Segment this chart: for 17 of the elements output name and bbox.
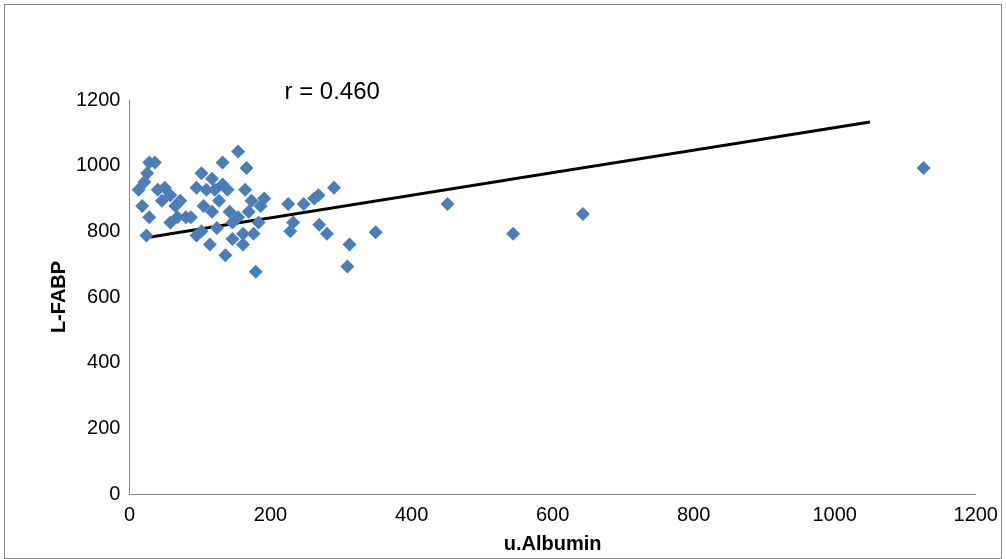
y-tick-label: 800 — [87, 218, 121, 241]
y-tick-label: 600 — [87, 284, 121, 307]
x-tick-label: 200 — [253, 502, 288, 525]
x-tick-label: 600 — [535, 502, 570, 525]
y-tick-label: 1200 — [75, 87, 121, 110]
x-tick-label: 1200 — [953, 502, 998, 525]
y-tick-label: 0 — [109, 481, 121, 504]
x-axis-title: u.Albumin — [503, 531, 602, 554]
y-tick-label: 400 — [87, 350, 121, 373]
y-axis-title: L-FABP — [46, 260, 69, 334]
x-tick-label: 800 — [676, 502, 711, 525]
annotation: r = 0.460 — [284, 76, 380, 104]
y-tick-label: 200 — [87, 415, 121, 438]
x-tick-label: 400 — [394, 502, 429, 525]
y-tick-label: 1000 — [75, 153, 121, 176]
x-tick-label: 0 — [123, 502, 136, 525]
x-tick-label: 1000 — [812, 502, 857, 525]
